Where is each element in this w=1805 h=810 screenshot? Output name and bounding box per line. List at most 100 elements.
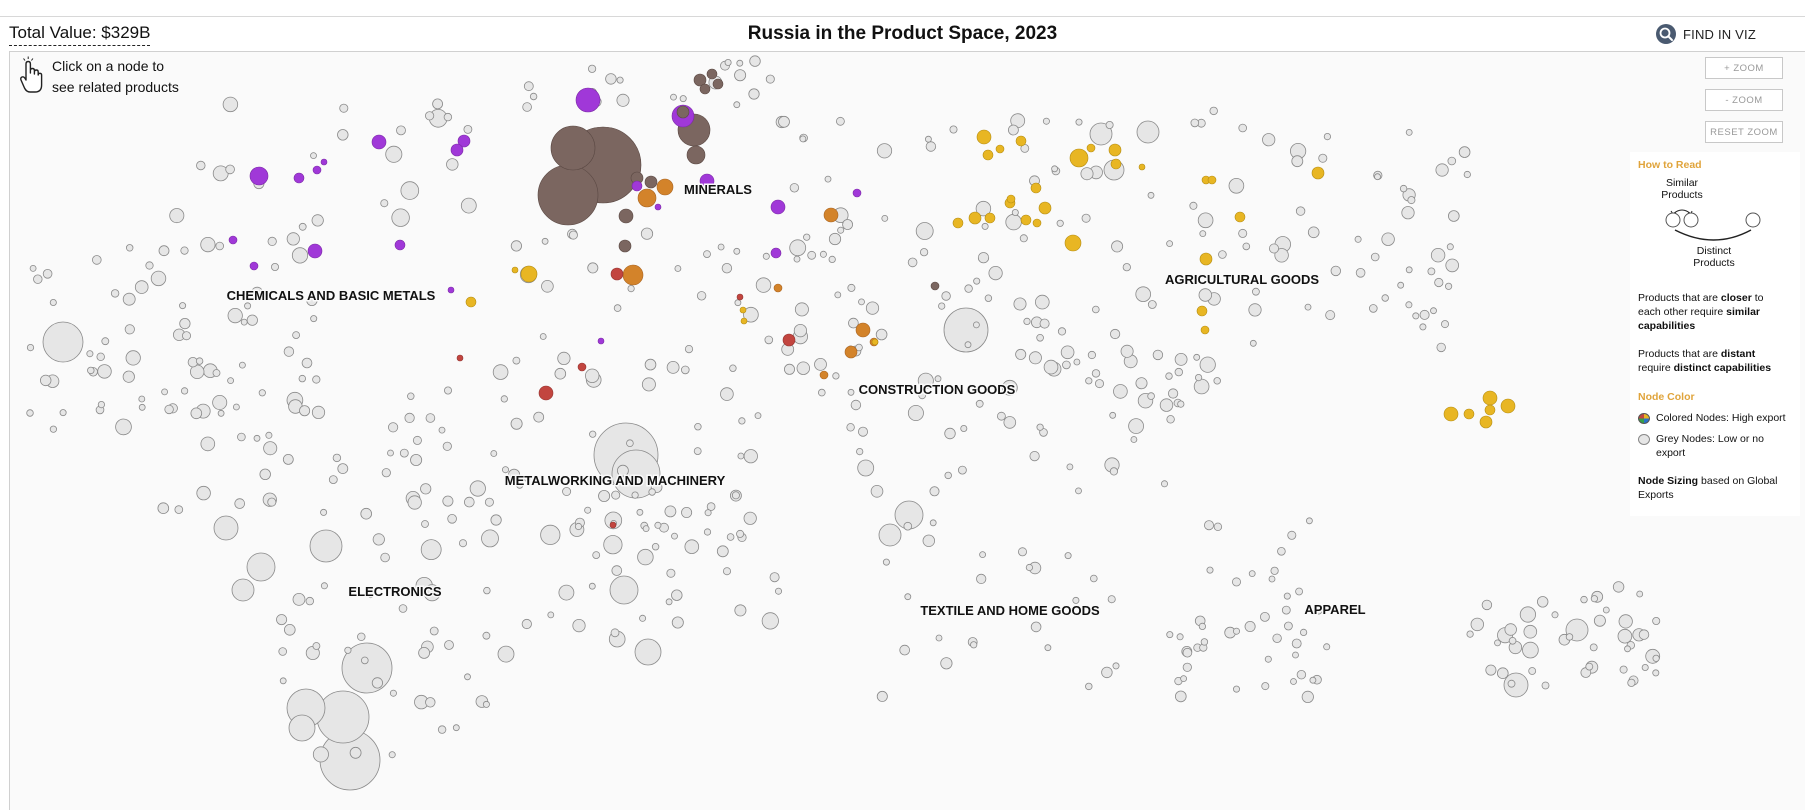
product-node[interactable]: [452, 724, 460, 732]
product-node[interactable]: [429, 626, 439, 636]
product-node[interactable]: [1095, 379, 1105, 389]
product-node-high-export[interactable]: [610, 267, 624, 281]
product-node[interactable]: [799, 135, 807, 143]
product-node[interactable]: [1522, 641, 1539, 659]
product-node[interactable]: [1147, 191, 1155, 199]
product-node[interactable]: [1292, 651, 1299, 659]
product-node[interactable]: [1023, 317, 1031, 325]
product-node[interactable]: [958, 465, 967, 475]
product-node[interactable]: [1197, 212, 1214, 229]
product-node[interactable]: [305, 596, 314, 606]
product-node[interactable]: [1244, 621, 1256, 633]
product-node[interactable]: [267, 497, 277, 507]
product-node[interactable]: [234, 498, 246, 509]
product-node[interactable]: [611, 490, 621, 500]
product-node[interactable]: [1249, 339, 1257, 347]
product-node[interactable]: [1036, 333, 1044, 342]
product-node[interactable]: [1399, 184, 1408, 193]
product-node[interactable]: [1036, 423, 1044, 431]
product-node[interactable]: [634, 638, 662, 666]
product-node[interactable]: [1430, 247, 1446, 263]
product-node-high-export[interactable]: [1479, 415, 1493, 429]
product-node[interactable]: [703, 250, 711, 259]
product-node[interactable]: [463, 124, 473, 134]
product-node-high-export[interactable]: [1199, 252, 1213, 266]
product-node[interactable]: [1075, 487, 1082, 495]
product-node[interactable]: [1652, 669, 1660, 677]
product-node[interactable]: [814, 357, 827, 371]
product-node[interactable]: [437, 725, 447, 734]
product-node[interactable]: [174, 505, 184, 514]
zoom-out-button[interactable]: - ZOOM: [1705, 89, 1783, 111]
product-node[interactable]: [237, 432, 246, 442]
product-node[interactable]: [639, 614, 647, 622]
product-node[interactable]: [1652, 654, 1660, 662]
product-node[interactable]: [246, 314, 258, 326]
product-node[interactable]: [1195, 373, 1203, 382]
product-node[interactable]: [857, 459, 875, 477]
product-node[interactable]: [225, 164, 235, 175]
product-node[interactable]: [585, 474, 594, 484]
product-node[interactable]: [310, 152, 317, 160]
product-node-high-export[interactable]: [520, 265, 538, 283]
product-node[interactable]: [1120, 344, 1134, 358]
product-node[interactable]: [731, 491, 740, 500]
product-node[interactable]: [1238, 123, 1247, 133]
product-node[interactable]: [1233, 685, 1241, 693]
product-node[interactable]: [754, 412, 762, 420]
product-node[interactable]: [907, 257, 918, 268]
product-node[interactable]: [734, 299, 742, 307]
product-node[interactable]: [881, 214, 889, 222]
product-node[interactable]: [724, 59, 732, 67]
product-node[interactable]: [796, 361, 811, 375]
product-node[interactable]: [483, 586, 491, 595]
product-node[interactable]: [311, 405, 326, 419]
product-node-high-export[interactable]: [1006, 194, 1016, 204]
product-node[interactable]: [1193, 378, 1210, 395]
product-node[interactable]: [736, 529, 745, 538]
product-node[interactable]: [748, 88, 760, 100]
product-node[interactable]: [1262, 133, 1276, 147]
product-node[interactable]: [432, 98, 444, 110]
product-node[interactable]: [644, 358, 657, 371]
product-node[interactable]: [737, 452, 745, 460]
product-node[interactable]: [464, 673, 471, 681]
product-node[interactable]: [482, 631, 491, 640]
product-node-high-export[interactable]: [1482, 390, 1498, 406]
product-node[interactable]: [1213, 377, 1221, 385]
product-node[interactable]: [997, 411, 1006, 421]
product-node[interactable]: [1314, 606, 1323, 615]
product-node-high-export[interactable]: [597, 337, 605, 345]
product-node-high-export[interactable]: [618, 208, 634, 224]
product-node[interactable]: [613, 304, 622, 312]
product-node[interactable]: [150, 270, 167, 287]
product-node[interactable]: [1189, 201, 1198, 210]
product-node[interactable]: [807, 250, 817, 260]
product-node[interactable]: [29, 264, 37, 272]
product-node[interactable]: [1507, 679, 1516, 688]
product-node[interactable]: [312, 375, 321, 384]
product-node[interactable]: [1612, 581, 1625, 593]
product-node[interactable]: [837, 226, 845, 234]
product-node[interactable]: [1060, 345, 1075, 360]
product-node[interactable]: [964, 284, 973, 293]
product-node[interactable]: [232, 403, 240, 411]
product-node[interactable]: [1198, 288, 1213, 302]
product-node[interactable]: [1206, 566, 1214, 574]
product-node[interactable]: [381, 468, 391, 478]
product-node[interactable]: [734, 69, 747, 82]
product-node[interactable]: [666, 360, 680, 374]
product-node[interactable]: [929, 486, 940, 497]
product-node[interactable]: [1519, 606, 1537, 623]
product-node[interactable]: [1641, 664, 1649, 672]
product-node[interactable]: [679, 95, 687, 103]
product-node[interactable]: [1199, 356, 1216, 373]
product-node[interactable]: [181, 387, 189, 395]
product-node[interactable]: [743, 511, 757, 525]
product-node[interactable]: [1541, 681, 1550, 690]
product-node[interactable]: [1355, 267, 1366, 278]
product-node[interactable]: [447, 513, 457, 524]
product-node-high-export[interactable]: [456, 354, 464, 362]
product-node[interactable]: [977, 252, 990, 264]
